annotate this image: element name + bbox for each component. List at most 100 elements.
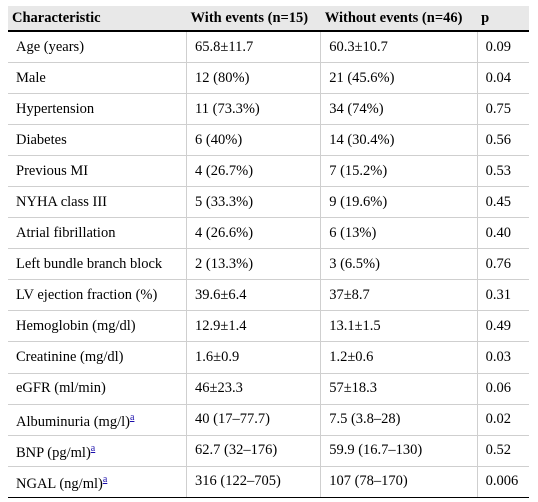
cell-p-value: 0.75 bbox=[476, 93, 529, 126]
characteristic-label: Creatinine (mg/dl) bbox=[16, 348, 124, 365]
cell-characteristic: Male bbox=[8, 62, 187, 95]
cell-p-value: 0.40 bbox=[476, 217, 529, 250]
cell-p-value: 0.76 bbox=[476, 248, 529, 281]
cell-characteristic: Hypertension bbox=[8, 93, 187, 126]
cell-with-events: 11 (73.3%) bbox=[186, 93, 321, 126]
characteristic-label: Hypertension bbox=[16, 100, 95, 117]
cell-without-events: 6 (13%) bbox=[320, 217, 478, 250]
header-p: p bbox=[477, 6, 529, 32]
table-row: LV ejection fraction (%) 39.6±6.4 37±8.7 0.… bbox=[8, 279, 529, 312]
cell-without-events: 34 (74%) bbox=[320, 93, 478, 126]
header-row: Characteristic With events (n=15) Withou… bbox=[8, 6, 529, 32]
table-row: eGFR (ml/min) 46±23.3 57±18.3 0.06 bbox=[8, 373, 529, 405]
table-row: Age (years) 65.8±11.7 60.3±10.7 0.09 bbox=[8, 31, 529, 64]
cell-without-events: 13.1±1.5 bbox=[320, 310, 478, 343]
cell-p-value: 0.31 bbox=[476, 279, 529, 312]
table-row: Creatinine (mg/dl) 1.6±0.9 1.2±0.6 0.03 bbox=[8, 341, 529, 374]
table-row: Left bundle branch block 2 (13.3%) 3 (6.5%… bbox=[8, 248, 529, 281]
cell-without-events: 1.2±0.6 bbox=[320, 341, 478, 374]
characteristic-label: Age (years) bbox=[16, 38, 85, 55]
cell-p-value: 0.06 bbox=[476, 373, 529, 405]
characteristic-label: Atrial fibrillation bbox=[16, 224, 116, 241]
cell-characteristic: Creatinine (mg/dl) bbox=[8, 341, 187, 374]
cell-characteristic: Albuminuria (mg/l)a bbox=[8, 404, 187, 436]
cell-characteristic: BNP (pg/ml)a bbox=[8, 435, 187, 467]
cell-with-events: 2 (13.3%) bbox=[186, 248, 321, 281]
footnote-link[interactable]: a bbox=[129, 411, 135, 423]
cell-characteristic: Hemoglobin (mg/dl) bbox=[8, 310, 187, 343]
cell-with-events: 1.6±0.9 bbox=[186, 341, 321, 374]
table-row: Albuminuria (mg/l)a 40 (17–77.7) 7.5 (3.8–… bbox=[8, 404, 529, 436]
cell-with-events: 39.6±6.4 bbox=[186, 279, 321, 312]
cell-with-events: 40 (17–77.7) bbox=[186, 404, 321, 436]
table-row: BNP (pg/ml)a 62.7 (32–176) 59.9 (16.7–130)… bbox=[8, 435, 529, 467]
cell-characteristic: NYHA class III bbox=[8, 186, 187, 219]
cell-with-events: 12.9±1.4 bbox=[186, 310, 321, 343]
characteristic-label: eGFR (ml/min) bbox=[16, 380, 106, 397]
characteristic-label: NYHA class III bbox=[16, 193, 108, 210]
table-row: NYHA class III 5 (33.3%) 9 (19.6%) 0.45 bbox=[8, 186, 529, 219]
cell-without-events: 9 (19.6%) bbox=[320, 186, 478, 219]
cell-p-value: 0.49 bbox=[476, 310, 529, 343]
characteristics-table: Characteristic With events (n=15) Withou… bbox=[8, 6, 529, 498]
characteristic-label: NGAL (ng/ml) bbox=[16, 475, 103, 492]
cell-p-value: 0.03 bbox=[476, 341, 529, 374]
cell-with-events: 65.8±11.7 bbox=[186, 31, 321, 64]
cell-with-events: 4 (26.7%) bbox=[186, 155, 321, 188]
cell-with-events: 62.7 (32–176) bbox=[186, 435, 321, 467]
cell-without-events: 3 (6.5%) bbox=[320, 248, 478, 281]
cell-p-value: 0.006 bbox=[476, 466, 529, 498]
cell-p-value: 0.52 bbox=[476, 435, 529, 467]
characteristic-label: Male bbox=[16, 69, 46, 86]
table-row: Male 12 (80%) 21 (45.6%) 0.04 bbox=[8, 62, 529, 95]
cell-p-value: 0.53 bbox=[476, 155, 529, 188]
cell-p-value: 0.45 bbox=[476, 186, 529, 219]
cell-characteristic: Age (years) bbox=[8, 31, 187, 64]
cell-with-events: 6 (40%) bbox=[186, 124, 321, 157]
cell-with-events: 316 (122–705) bbox=[186, 466, 321, 498]
cell-characteristic: LV ejection fraction (%) bbox=[8, 279, 187, 312]
cell-without-events: 14 (30.4%) bbox=[320, 124, 478, 157]
cell-p-value: 0.56 bbox=[476, 124, 529, 157]
footnote-link[interactable]: a bbox=[102, 473, 108, 485]
cell-characteristic: Diabetes bbox=[8, 124, 187, 157]
cell-characteristic: eGFR (ml/min) bbox=[8, 373, 187, 405]
table-row: NGAL (ng/ml)a 316 (122–705) 107 (78–170) 0.… bbox=[8, 466, 529, 498]
characteristic-label: BNP (pg/ml) bbox=[16, 444, 91, 461]
characteristic-label: Diabetes bbox=[16, 131, 67, 148]
characteristic-label: LV ejection fraction (%) bbox=[16, 286, 158, 303]
table-row: Hypertension 11 (73.3%) 34 (74%) 0.75 bbox=[8, 93, 529, 126]
cell-without-events: 7 (15.2%) bbox=[320, 155, 478, 188]
table-row: Hemoglobin (mg/dl) 12.9±1.4 13.1±1.5 0.49 bbox=[8, 310, 529, 343]
characteristic-label: Hemoglobin (mg/dl) bbox=[16, 317, 136, 334]
header-without-events: Without events (n=46) bbox=[320, 6, 478, 32]
header-characteristic: Characteristic bbox=[8, 6, 187, 32]
footnote-link[interactable]: a bbox=[90, 442, 96, 454]
characteristic-label: Previous MI bbox=[16, 162, 89, 179]
cell-characteristic: Atrial fibrillation bbox=[8, 217, 187, 250]
cell-with-events: 4 (26.6%) bbox=[186, 217, 321, 250]
cell-without-events: 21 (45.6%) bbox=[320, 62, 478, 95]
characteristic-label: Albuminuria (mg/l) bbox=[16, 413, 130, 430]
table-row: Previous MI 4 (26.7%) 7 (15.2%) 0.53 bbox=[8, 155, 529, 188]
cell-without-events: 7.5 (3.8–28) bbox=[320, 404, 478, 436]
cell-p-value: 0.09 bbox=[476, 31, 529, 64]
header-with-events: With events (n=15) bbox=[186, 6, 321, 32]
cell-characteristic: Left bundle branch block bbox=[8, 248, 187, 281]
cell-without-events: 57±18.3 bbox=[320, 373, 478, 405]
characteristic-label: Left bundle branch block bbox=[16, 255, 163, 272]
cell-p-value: 0.04 bbox=[476, 62, 529, 95]
cell-characteristic: Previous MI bbox=[8, 155, 187, 188]
cell-characteristic: NGAL (ng/ml)a bbox=[8, 466, 187, 498]
cell-without-events: 107 (78–170) bbox=[320, 466, 478, 498]
cell-without-events: 37±8.7 bbox=[320, 279, 478, 312]
cell-with-events: 5 (33.3%) bbox=[186, 186, 321, 219]
cell-without-events: 59.9 (16.7–130) bbox=[320, 435, 478, 467]
table-row: Atrial fibrillation 4 (26.6%) 6 (13%) 0.40 bbox=[8, 217, 529, 250]
cell-without-events: 60.3±10.7 bbox=[320, 31, 478, 64]
cell-p-value: 0.02 bbox=[476, 404, 529, 436]
table-row: Diabetes 6 (40%) 14 (30.4%) 0.56 bbox=[8, 124, 529, 157]
cell-with-events: 46±23.3 bbox=[186, 373, 321, 405]
table-body: Age (years) 65.8±11.7 60.3±10.7 0.09 Male 12 … bbox=[8, 31, 529, 498]
cell-with-events: 12 (80%) bbox=[186, 62, 321, 95]
